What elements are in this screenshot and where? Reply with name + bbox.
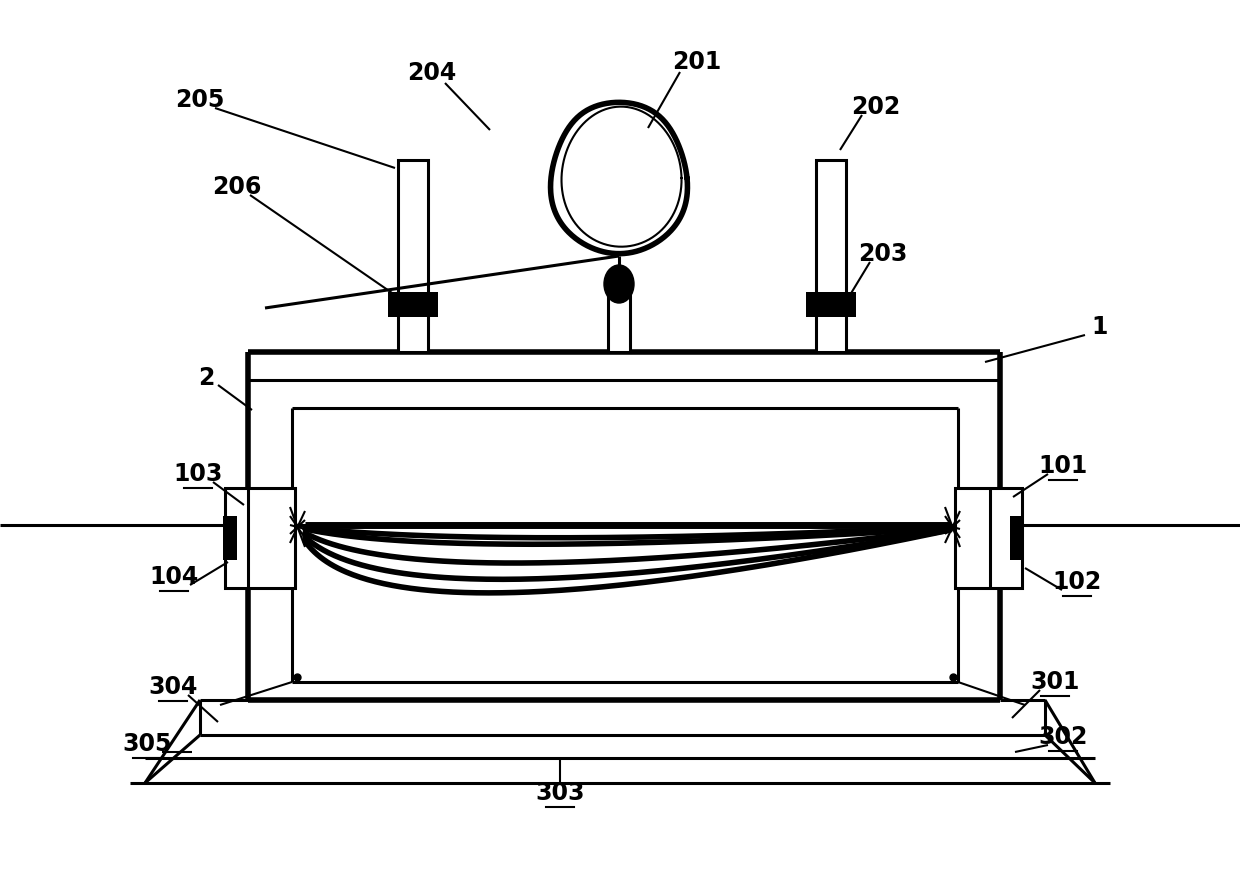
Text: 205: 205 xyxy=(175,88,224,112)
Text: 201: 201 xyxy=(672,50,722,74)
Bar xyxy=(1011,516,1024,552)
Bar xyxy=(224,488,295,588)
Text: 1: 1 xyxy=(1091,315,1109,339)
Text: 101: 101 xyxy=(1038,454,1087,478)
Text: 203: 203 xyxy=(858,242,908,266)
Ellipse shape xyxy=(604,265,634,303)
Bar xyxy=(806,292,856,317)
Text: 303: 303 xyxy=(536,781,585,805)
Text: 103: 103 xyxy=(174,462,223,486)
Bar xyxy=(248,352,999,380)
Text: 2: 2 xyxy=(198,366,215,390)
Bar xyxy=(223,524,237,560)
Text: 204: 204 xyxy=(408,61,456,85)
Bar xyxy=(955,488,1022,588)
Text: 305: 305 xyxy=(123,732,172,756)
Text: 104: 104 xyxy=(149,565,198,589)
Text: 202: 202 xyxy=(852,95,900,119)
Bar xyxy=(1011,524,1024,560)
Text: 304: 304 xyxy=(149,675,197,699)
Bar xyxy=(398,160,428,352)
Bar xyxy=(388,292,438,317)
Text: 301: 301 xyxy=(1030,670,1080,694)
Text: 302: 302 xyxy=(1038,725,1087,749)
Text: 102: 102 xyxy=(1053,570,1101,594)
Bar xyxy=(223,516,237,552)
Bar xyxy=(816,160,846,352)
Text: 206: 206 xyxy=(212,175,262,199)
Bar xyxy=(608,285,630,352)
